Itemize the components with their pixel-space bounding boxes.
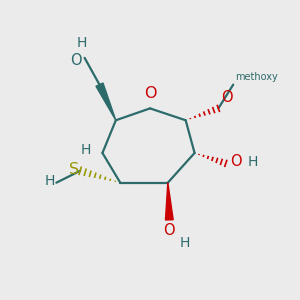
Polygon shape <box>166 183 173 220</box>
Text: methoxy: methoxy <box>235 72 278 82</box>
Text: O: O <box>144 86 156 101</box>
Text: H: H <box>76 36 87 50</box>
Polygon shape <box>96 83 116 120</box>
Text: H: H <box>80 143 91 157</box>
Text: S: S <box>68 162 79 177</box>
Text: O: O <box>230 154 242 169</box>
Text: O: O <box>70 53 82 68</box>
Text: O: O <box>164 223 175 238</box>
Text: H: H <box>180 236 190 250</box>
Text: O: O <box>221 90 233 105</box>
Text: H: H <box>44 174 55 188</box>
Text: H: H <box>247 155 258 169</box>
